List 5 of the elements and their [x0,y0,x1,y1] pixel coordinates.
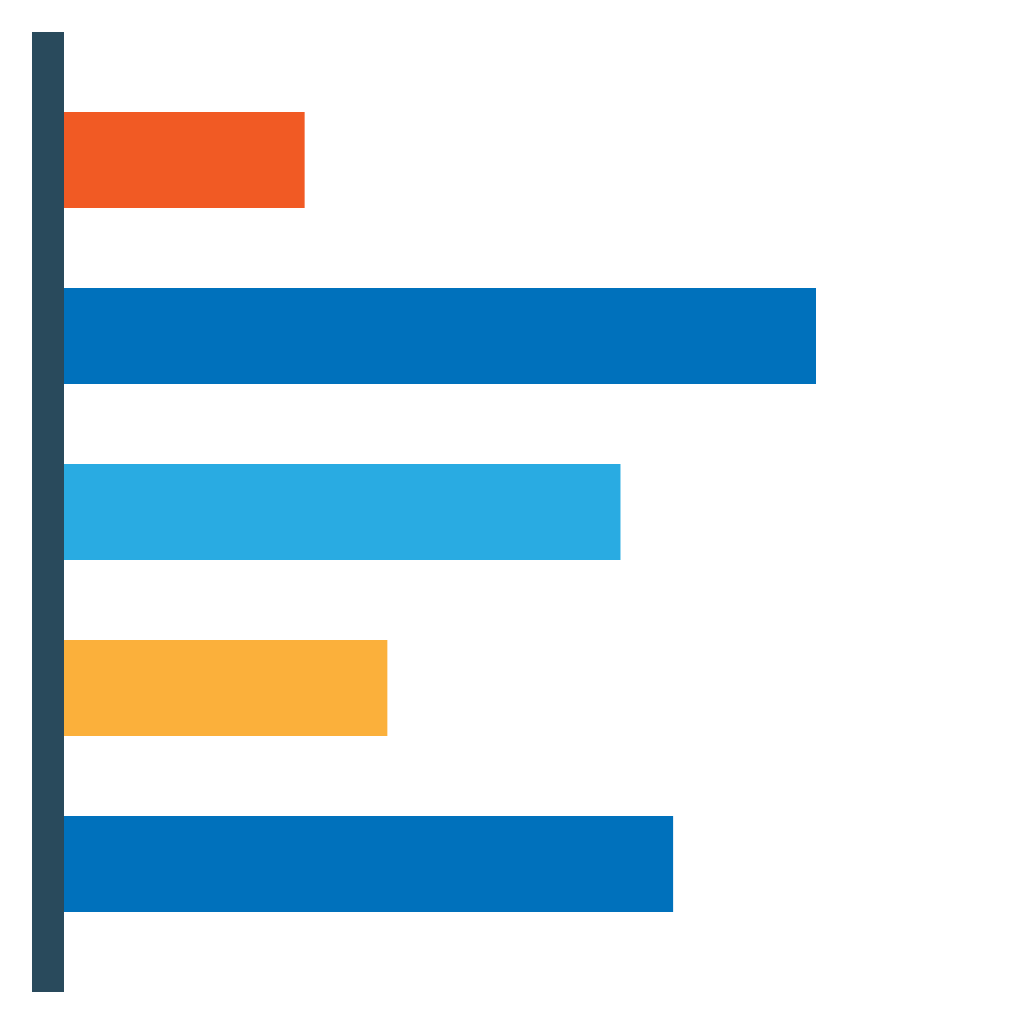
bar [64,816,674,913]
bar [64,464,621,561]
bar [64,288,817,384]
bar [64,112,305,208]
bar [64,640,388,737]
